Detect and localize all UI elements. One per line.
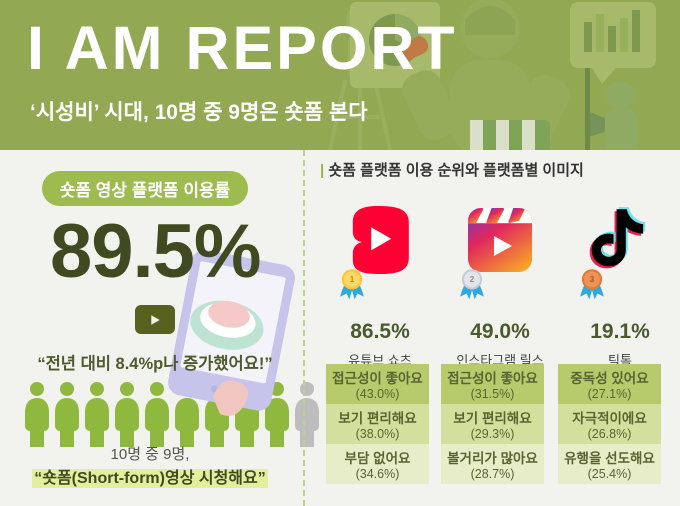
svg-text:3: 3: [590, 275, 595, 284]
svg-text:1: 1: [350, 275, 355, 284]
svg-text:2: 2: [470, 275, 475, 284]
